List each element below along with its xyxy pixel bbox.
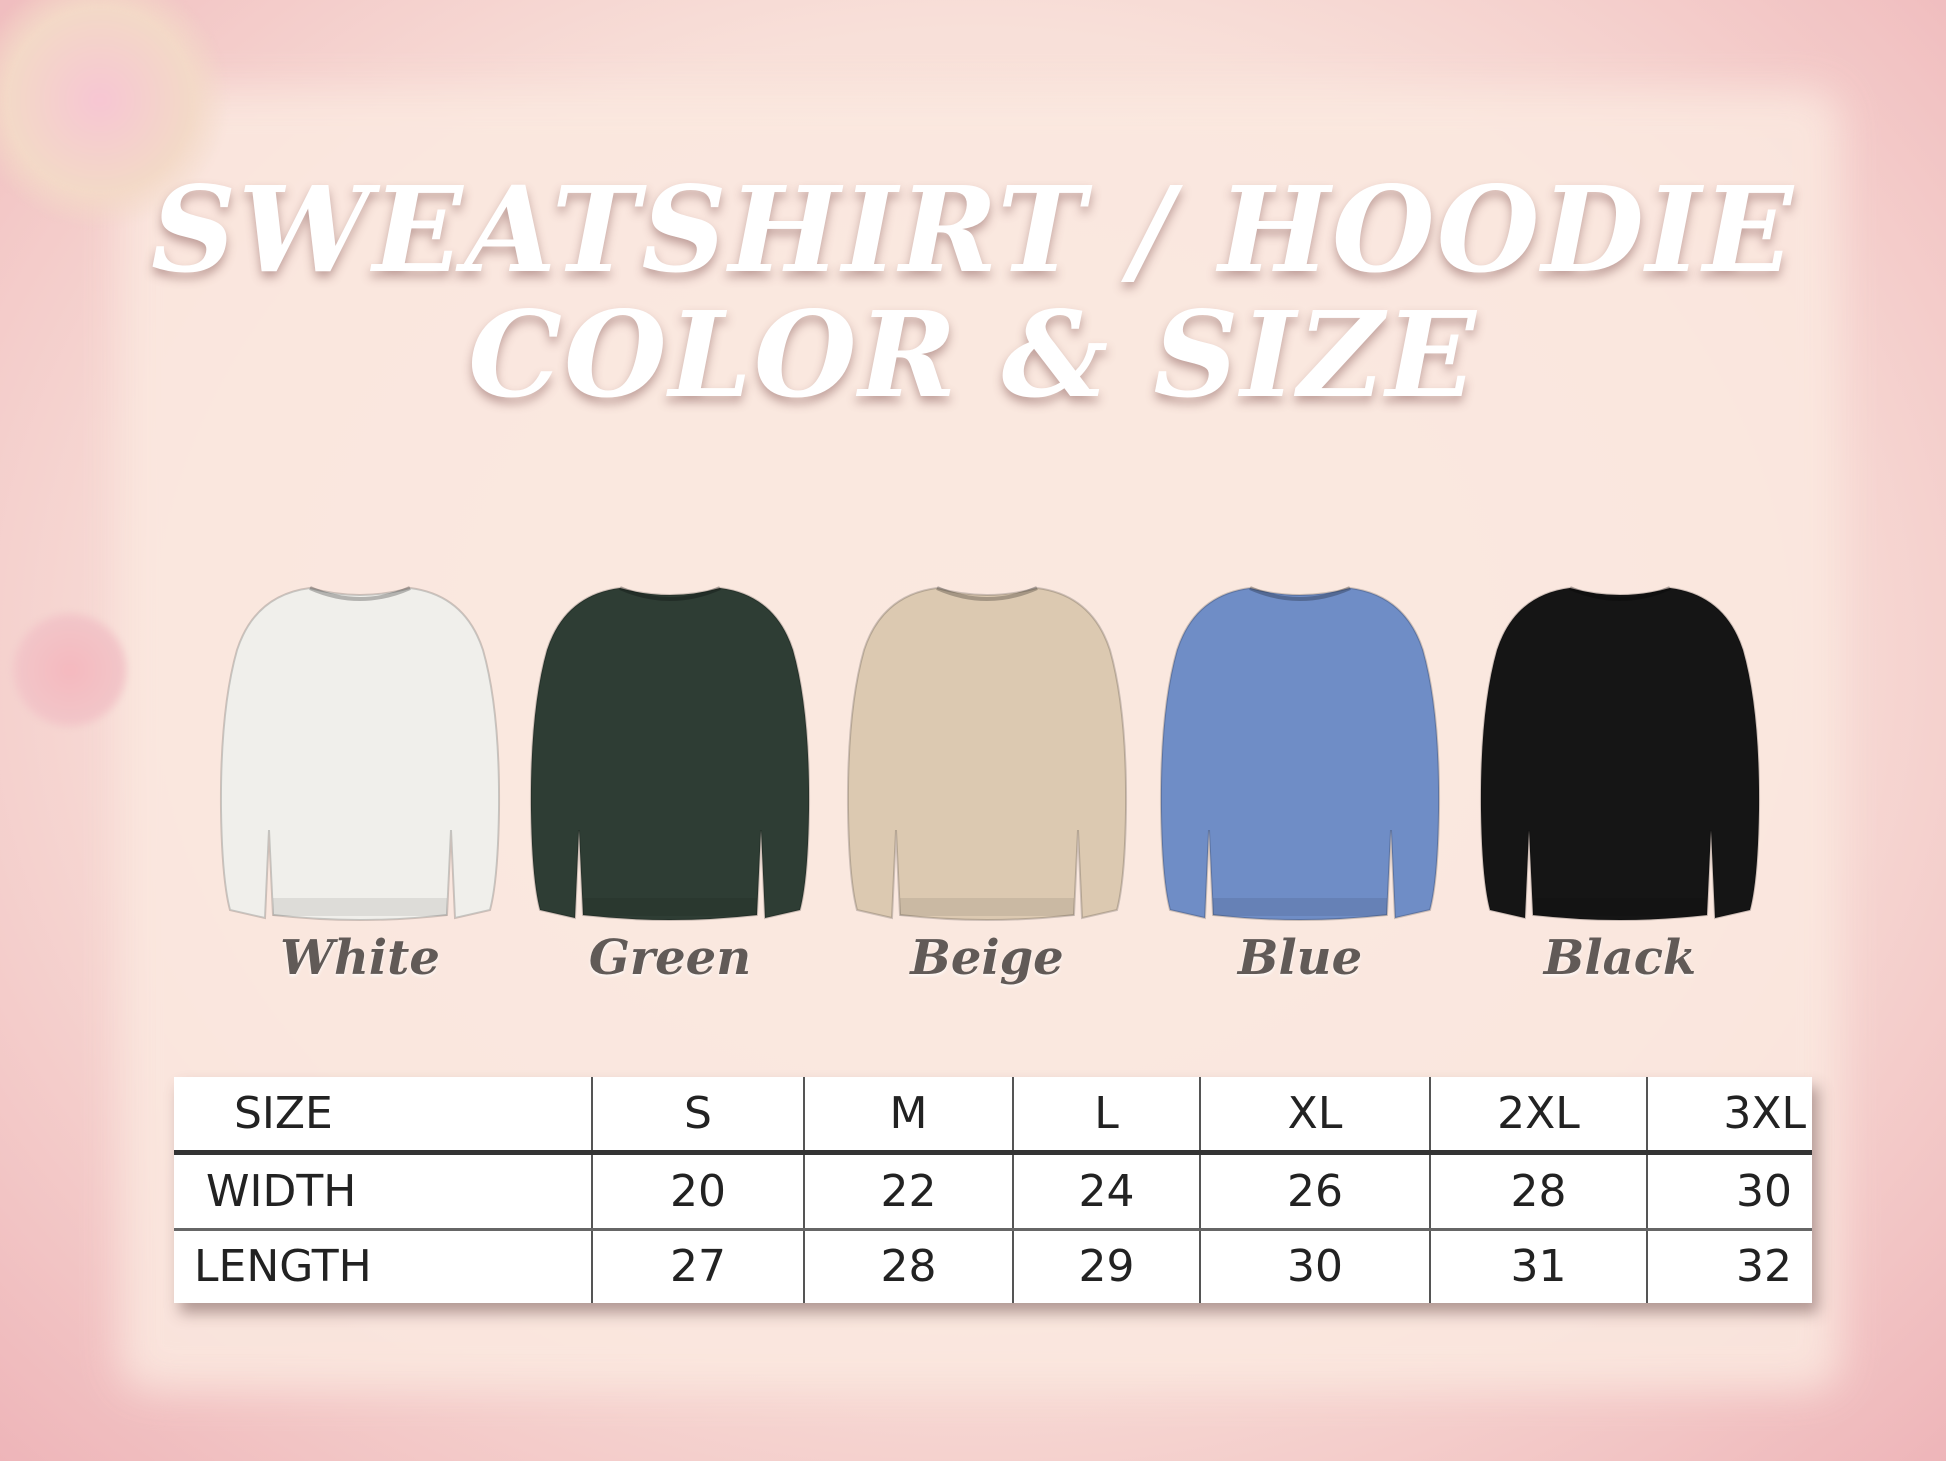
title-line-2: COLOR & SIZE	[468, 285, 1478, 424]
sweatshirt-white-image	[219, 586, 501, 921]
table-cell: 30	[1199, 1229, 1430, 1303]
table-row-width: WIDTH 20 22 24 26 28 30	[174, 1152, 1812, 1231]
table-cell: 20	[591, 1152, 804, 1231]
row-label: LENGTH	[194, 1241, 372, 1293]
button-decoration	[10, 610, 130, 730]
table-cell: 29	[1012, 1229, 1200, 1303]
header-cell: SIZE	[174, 1077, 592, 1155]
table-row-length: LENGTH 27 28 29 30 31 32	[174, 1229, 1812, 1303]
header-cell: XL	[1199, 1077, 1430, 1155]
table-cell: 27	[591, 1229, 804, 1303]
sweatshirt-blue-image	[1159, 586, 1441, 921]
table-cell: 28	[803, 1229, 1013, 1303]
table-cell: 30	[1646, 1152, 1812, 1231]
color-label: White	[280, 930, 440, 986]
header-cell: L	[1012, 1077, 1200, 1155]
row-label: WIDTH	[174, 1152, 592, 1231]
table-cell: 22	[803, 1152, 1013, 1231]
header-cell: S	[591, 1077, 804, 1155]
size-chart-table: SIZE S M L XL 2XL 3XL WIDTH 20 22 24 26 …	[174, 1077, 1812, 1303]
color-label: Green	[588, 930, 752, 986]
table-cell: 31	[1429, 1229, 1647, 1303]
title-line-1: SWEATSHIRT / HOODIE	[150, 160, 1796, 299]
table-cell: 32	[1646, 1229, 1812, 1303]
sweatshirt-black-image	[1479, 586, 1761, 921]
color-label: Black	[1543, 930, 1697, 986]
color-label: Blue	[1237, 930, 1363, 986]
header-cell: 2XL	[1429, 1077, 1647, 1155]
sweatshirt-green-image	[529, 586, 811, 921]
table-cell: 24	[1012, 1152, 1200, 1231]
header-cell: 3XL	[1646, 1077, 1812, 1155]
table-cell: 26	[1199, 1152, 1430, 1231]
sweatshirt-beige-image	[846, 586, 1128, 921]
table-header-row: SIZE S M L XL 2XL 3XL	[174, 1077, 1812, 1155]
table-cell: 28	[1429, 1152, 1647, 1231]
header-cell: M	[803, 1077, 1013, 1155]
flower-decoration	[0, 0, 230, 230]
color-label: Beige	[910, 930, 1064, 986]
